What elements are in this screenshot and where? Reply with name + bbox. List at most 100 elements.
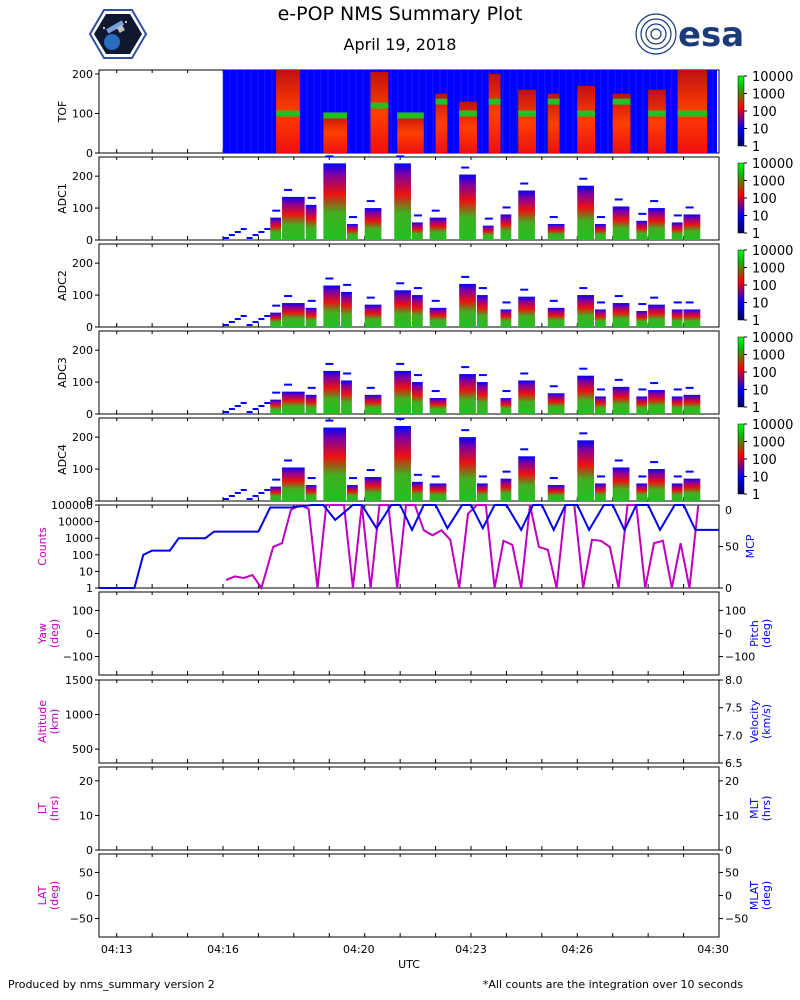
adc-column [648,208,665,240]
adc-column [270,486,282,501]
panel-2 [98,155,720,241]
colorbar [737,75,745,147]
adc-column [459,437,476,501]
colorbar-tick-label: 100 [752,105,777,120]
svg-text:MCP: MCP [744,534,757,558]
adc-scatter [246,324,253,326]
tof-band [323,112,347,119]
y-tick-label: 200 [72,431,93,444]
right-ylabel-10: MLAT (deg) [748,881,773,911]
adc-dash [579,287,588,290]
adc-scatter [264,315,271,317]
y-tick-label: 500 [72,743,93,756]
left-ylabel-9: LT (hrs) [36,796,61,822]
svg-text:LAT: LAT [36,885,49,905]
adc-scatter [228,234,235,236]
adc-column [547,485,565,501]
tof-burst [577,85,595,153]
adc-column [341,291,352,327]
adc-dash [478,374,487,377]
adc-column [364,477,382,501]
tof-burst [547,93,560,153]
adc-column [270,312,282,327]
adc-dash [549,385,558,388]
esa-logo: esa [635,13,744,55]
adc-column [612,303,630,327]
adc-column [429,398,447,414]
adc-dash [366,200,375,203]
adc-scatter [252,321,259,323]
tof-band [577,110,595,117]
tof-band [488,98,501,105]
svg-text:ADC4: ADC4 [56,444,69,475]
y-tick-label: 1 [86,582,93,595]
y-tick-right-label: 0 [725,582,732,595]
adc-dash [597,301,605,304]
y-tick-label: 0 [86,408,93,421]
adc-column [595,224,606,240]
adc-column [612,206,630,240]
x-tick-label: 04:13 [101,943,133,956]
y-tick-right-label: 7.0 [725,729,743,742]
adc-column [595,309,606,327]
adc2-ylabel: ADC2 [56,270,69,301]
adc-column [671,222,683,240]
adc-scatter [264,489,271,491]
x-tick-label: 04:26 [561,943,593,956]
adc-column [577,295,594,327]
adc1-ylabel: ADC1 [56,183,69,214]
panel-frame [98,853,720,938]
adc-scatter [258,318,265,320]
adc-dash [349,477,357,480]
x-tick-label: 04:20 [343,943,375,956]
y-tick-label: 200 [72,344,93,357]
adc-dash [484,217,493,220]
y-tick-right-label: −100 [725,651,755,664]
tof-band [276,110,300,117]
adc-scatter [258,231,265,233]
tof-burst [488,73,501,153]
svg-text:ADC2: ADC2 [56,270,69,301]
adc-dash [325,362,334,365]
adc-dash [673,214,682,217]
adc-dash [520,448,529,451]
y-tick-label: 1000 [65,709,93,722]
svg-text:(deg): (deg) [760,619,773,648]
adc-column [671,483,683,501]
adc-column [636,220,648,240]
y-tick-label: 200 [72,68,93,81]
adc-scatter [234,405,241,407]
svg-text:(km): (km) [48,709,61,735]
colorbar-tick-label: 1000 [752,88,785,103]
counts-ylabel: Counts [36,527,49,566]
adc-column [577,440,594,501]
colorbar [737,336,745,408]
adc-column [282,196,305,240]
adc-column [671,396,683,414]
adc-dash [549,216,558,219]
adc-dash [284,188,293,191]
adc-dash [431,299,440,302]
colorbar-tick-label: 100 [752,453,777,468]
adc-column [648,469,665,501]
y-tick-label: 20 [79,775,93,788]
colorbar-tick-label: 100 [752,279,777,294]
panel-9 [98,766,720,851]
adc-dash [396,362,405,365]
adc-dash [638,388,647,391]
y-tick-label: 100 [72,604,93,617]
y-tick-label: 0 [86,628,93,641]
adc-column [636,311,648,327]
y-tick-label: 100 [72,549,93,562]
svg-text:(deg): (deg) [48,619,61,648]
adc-dash [413,473,422,476]
adc-column [577,185,594,240]
adc-scatter [240,489,247,491]
y-tick-label: 50 [79,866,93,879]
adc-dash [461,275,470,278]
x-axis-label: UTC [398,958,420,971]
adc-dash [673,301,682,304]
adc-dash [307,386,316,389]
adc-dash [614,295,623,298]
adc-column [500,398,512,414]
